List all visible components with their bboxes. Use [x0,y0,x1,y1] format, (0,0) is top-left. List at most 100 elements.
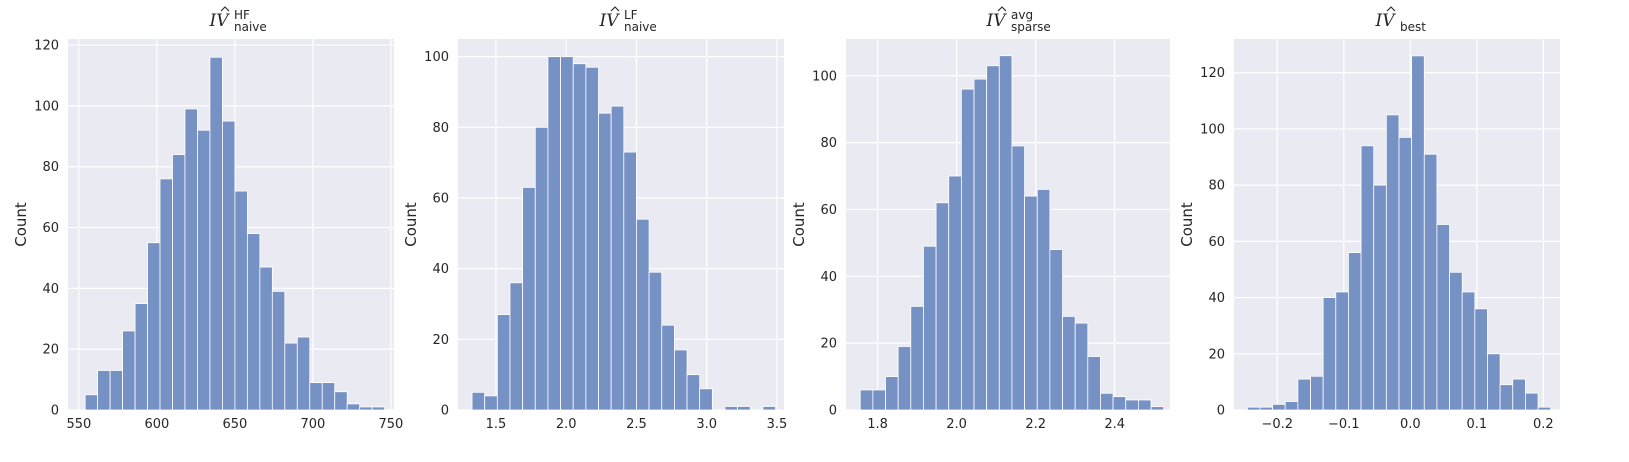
y-tick-label: 0 [51,404,59,419]
y-tick-label: 0 [1217,404,1225,419]
histogram-bar [923,245,937,411]
chart-title: IV [209,11,231,31]
y-axis-label: Count [12,202,30,247]
histogram-bar [1062,316,1076,411]
x-tick-label: 0.0 [1400,417,1421,432]
title-subscript: naive [234,20,267,34]
histogram-bar [134,303,148,411]
x-tick-label: 2.5 [626,417,647,432]
histogram-bar [960,88,975,411]
y-tick-label: 20 [1208,347,1225,362]
x-tick-label: 2.0 [556,417,577,432]
histogram-bar [109,370,123,411]
histogram-bar [1449,271,1463,411]
x-tick-label: 1.8 [867,417,888,432]
histogram-bar [246,233,261,411]
histogram-bar [1150,406,1165,411]
histogram-bar [321,382,336,411]
histogram-bar [1360,145,1375,411]
histogram-bar [872,389,886,411]
histogram-bar [897,346,912,411]
histogram-bar [998,55,1013,411]
title-superscript: LF [624,8,638,22]
histogram-bar [859,389,874,411]
histogram-bar [1125,399,1139,411]
title-superscript: avg [1011,8,1033,22]
histogram-bar [1024,195,1038,411]
x-tick-label: 650 [222,417,247,432]
histogram-bar [1348,252,1362,411]
histogram-bar [147,242,161,411]
title-subscript: best [1400,20,1426,34]
y-tick-label: 40 [820,270,837,285]
histogram-bar [948,175,962,411]
histogram-bar [598,112,612,411]
x-tick-label: 0.1 [1466,417,1487,432]
y-axis-label: Count [1178,202,1196,247]
y-tick-label: 100 [1200,122,1225,137]
y-axis-label: Count [402,202,420,247]
y-tick-label: 100 [812,69,837,84]
histogram-bar [296,336,311,411]
histogram-bar [1436,224,1450,411]
title-hat [997,6,1007,12]
x-tick-label: 600 [144,417,169,432]
title-hat [610,6,620,12]
y-tick-label: 20 [432,333,449,348]
histogram-bar [1411,55,1425,411]
histogram-bar [359,406,373,411]
histogram-bar [1512,378,1526,411]
histogram-bar [159,178,173,411]
x-tick-label: 550 [67,417,92,432]
histogram-bar [1373,184,1387,411]
x-tick-label: 1.5 [486,417,507,432]
histogram-bar [259,266,273,411]
histogram-bar [1423,153,1438,411]
histogram-bar [1487,353,1501,411]
histogram-bar [699,388,713,411]
histogram-bar [1385,114,1400,411]
y-tick-label: 60 [42,221,59,236]
histogram-bar [1011,145,1025,411]
x-tick-label: −0.2 [1261,417,1293,432]
histogram-bar [910,305,924,411]
histogram-panel-4: 0 20 40 60 80 100 120 −0.2 −0.1 0.0 0.1 0.2 Count IV b… [1178,6,1560,432]
histogram-bar [737,406,751,411]
histogram-bar [1499,384,1514,411]
histogram-bar [1461,291,1476,411]
y-tick-label: 100 [34,99,59,114]
x-tick-label: 0.2 [1533,417,1554,432]
y-tick-label: 40 [42,282,59,297]
histogram-bar [522,186,536,411]
y-tick-label: 80 [432,121,449,136]
y-tick-label: 80 [1208,179,1225,194]
histogram-bar [484,395,498,411]
histogram-bar [172,154,186,411]
histogram-bar [346,403,361,411]
histogram-bar [184,108,198,411]
title-subscript: sparse [1011,20,1051,34]
histogram-bar [271,291,286,411]
histogram-bar [585,66,599,411]
chart-title: IV [599,11,621,31]
y-tick-label: 60 [1208,235,1225,250]
histogram-bar [935,202,950,411]
histogram-bar [1100,392,1114,411]
chart-title: IV [986,11,1008,31]
y-tick-label: 120 [1200,66,1225,81]
y-tick-label: 40 [1208,291,1225,306]
y-tick-label: 0 [441,404,449,419]
x-tick-label: 3.5 [767,417,788,432]
x-tick-label: 2.2 [1025,417,1046,432]
histogram-panel-2: 0 20 40 60 80 100 1.5 2.0 2.5 3.0 3.5 Count IV LFnaiv… [402,6,788,432]
title-hat [1386,6,1396,12]
histogram-bar [973,78,988,411]
histogram-bar [234,190,248,411]
histogram-bar [334,391,348,411]
histogram-bar [547,56,561,411]
histogram-bar [986,65,1000,411]
histogram-bar [284,342,298,411]
histogram-bar [1310,375,1324,411]
histogram-bar [610,105,625,411]
